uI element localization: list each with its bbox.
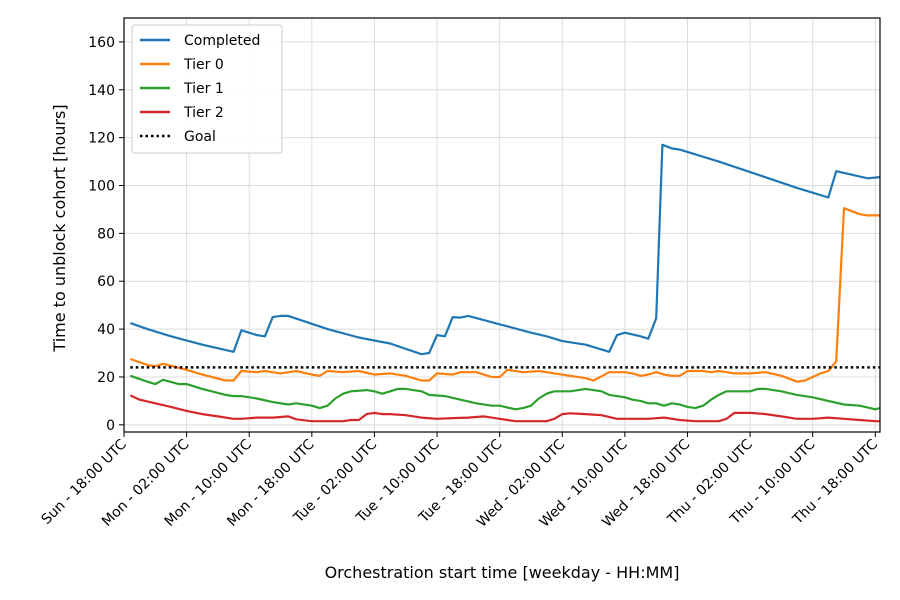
legend-label: Tier 1 — [183, 81, 224, 97]
y-tick-label: 40 — [97, 322, 115, 338]
y-tick-label: 100 — [88, 179, 115, 195]
series-line-tier-2 — [129, 394, 880, 423]
y-tick-label: 140 — [88, 83, 115, 99]
y-tick-label: 60 — [97, 274, 115, 290]
y-tick-label: 0 — [106, 418, 115, 434]
series-line-tier-1 — [129, 374, 881, 411]
x-axis-label: Orchestration start time [weekday - HH:M… — [325, 563, 680, 582]
y-tick-label: 120 — [88, 131, 115, 147]
y-tick-label: 20 — [97, 370, 115, 386]
y-tick-label: 160 — [88, 35, 115, 51]
legend-label: Completed — [184, 33, 260, 49]
legend-box — [131, 24, 283, 154]
legend-label: Tier 0 — [183, 57, 224, 73]
y-tick-label: 80 — [97, 226, 115, 242]
legend-label: Goal — [184, 129, 216, 145]
y-axis-label: Time to unblock cohort [hours] — [50, 104, 69, 352]
series-lines — [129, 143, 881, 423]
legend: Completed Tier 0 Tier 1 Tier 2 Goal — [131, 24, 283, 154]
series-line-completed — [129, 143, 881, 356]
legend-label: Tier 2 — [183, 105, 224, 121]
plot-frame — [123, 17, 881, 433]
series-line-tier-0 — [129, 207, 880, 383]
